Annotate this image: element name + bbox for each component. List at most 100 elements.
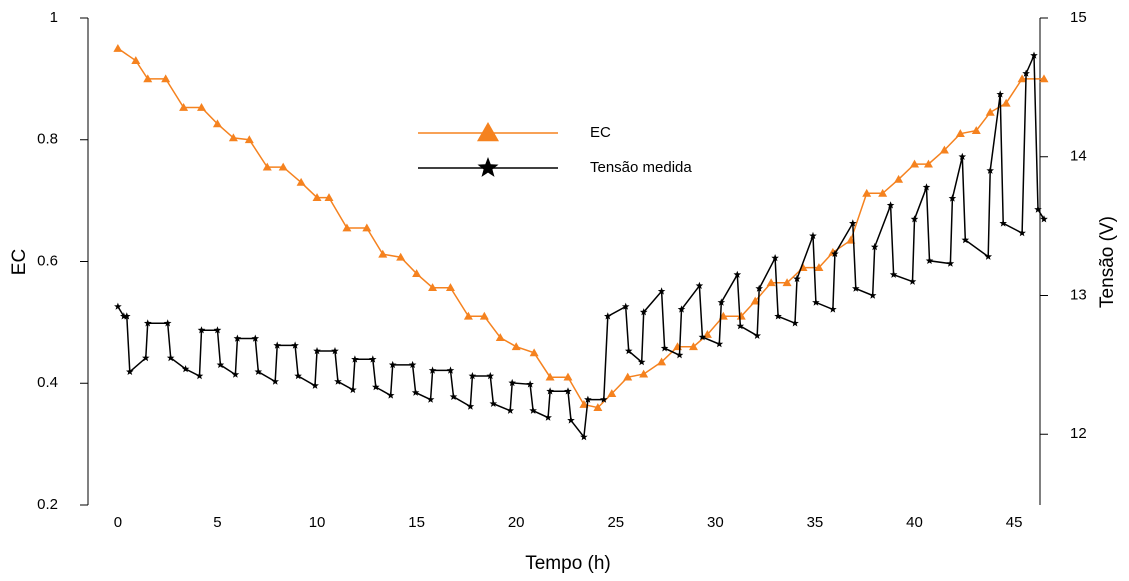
point-marker [495, 333, 505, 341]
point-marker [986, 166, 994, 174]
y2-tick-label: 13 [1070, 286, 1087, 303]
point-marker [939, 145, 949, 154]
point-marker [446, 366, 455, 374]
point-marker [750, 296, 760, 305]
point-marker [791, 319, 799, 327]
point-marker [639, 308, 648, 316]
point-marker [733, 270, 742, 278]
point-marker [910, 215, 919, 223]
point-marker [426, 395, 435, 403]
point-marker [955, 129, 965, 138]
point-marker [621, 302, 630, 310]
point-marker [545, 372, 555, 381]
point-marker [511, 342, 521, 351]
point-marker [996, 90, 1004, 98]
point-marker [886, 201, 895, 209]
point-marker [579, 400, 589, 408]
point-marker [852, 284, 860, 292]
point-marker [946, 259, 955, 267]
x-axis-label: Tempo (h) [525, 553, 611, 574]
point-marker [849, 219, 857, 227]
point-marker [600, 395, 608, 403]
point-marker [324, 193, 334, 201]
y2-tick-label: 15 [1070, 9, 1087, 26]
point-marker [489, 399, 498, 407]
point-marker [1001, 98, 1011, 107]
point-marker [604, 312, 612, 320]
point-marker [445, 283, 455, 292]
point-marker [216, 360, 225, 369]
point-marker [271, 377, 279, 385]
point-marker [961, 236, 970, 244]
point-marker [378, 249, 388, 258]
point-marker [774, 312, 782, 320]
point-marker [251, 334, 260, 342]
point-marker [985, 107, 995, 116]
point-marker [463, 311, 473, 320]
point-marker [984, 252, 992, 260]
point-marker [1034, 205, 1042, 213]
point-marker [408, 360, 417, 369]
point-marker [753, 331, 761, 339]
point-marker [584, 395, 592, 403]
point-marker [142, 353, 150, 362]
point-marker [411, 388, 420, 396]
point-marker [793, 274, 801, 283]
point-marker [675, 351, 684, 359]
point-marker [228, 133, 238, 142]
x-tick-label: 25 [607, 514, 624, 531]
point-marker [677, 305, 686, 313]
point-marker [908, 277, 917, 285]
point-marker [829, 305, 837, 313]
point-marker [131, 56, 141, 64]
point-marker [506, 406, 514, 414]
y-tick-label: 0.2 [37, 496, 58, 513]
point-marker [812, 298, 820, 306]
point-marker [114, 302, 122, 310]
point-marker [894, 174, 904, 183]
point-marker [862, 188, 872, 197]
point-marker [736, 322, 745, 330]
point-marker [179, 102, 189, 111]
point-marker [809, 231, 817, 240]
point-marker [273, 341, 281, 349]
point-marker [567, 416, 575, 424]
point-marker [508, 378, 516, 387]
point-marker [870, 242, 879, 251]
point-marker [386, 391, 395, 399]
point-marker [388, 360, 397, 369]
y-axis-label: EC [9, 249, 30, 275]
legend-marker [477, 122, 499, 142]
point-marker [544, 413, 552, 421]
point-marker [428, 283, 438, 292]
point-marker [197, 326, 206, 334]
point-marker [868, 291, 877, 299]
point-marker [254, 367, 263, 375]
point-marker [529, 348, 539, 357]
point-marker [755, 284, 763, 292]
x-tick-label: 10 [309, 514, 326, 531]
point-marker [449, 392, 458, 400]
point-marker [244, 135, 254, 144]
point-marker [120, 312, 128, 320]
point-marker [349, 385, 357, 394]
point-marker [195, 372, 204, 380]
point-marker [311, 381, 319, 389]
point-marker [123, 312, 131, 320]
point-marker [580, 433, 588, 441]
point-marker [1018, 229, 1026, 237]
point-marker [657, 287, 666, 295]
point-marker [163, 319, 172, 327]
point-marker [878, 188, 888, 197]
point-marker [999, 219, 1007, 227]
point-marker [296, 177, 306, 186]
point-marker [624, 347, 633, 355]
point-marker [166, 353, 175, 362]
y2-axis-label: Tensão (V) [1097, 216, 1118, 308]
x-tick-label: 35 [807, 514, 824, 531]
x-tick-label: 20 [508, 514, 525, 531]
y-tick-label: 1 [50, 9, 58, 26]
point-marker [351, 355, 359, 363]
series-line [117, 47, 1044, 409]
